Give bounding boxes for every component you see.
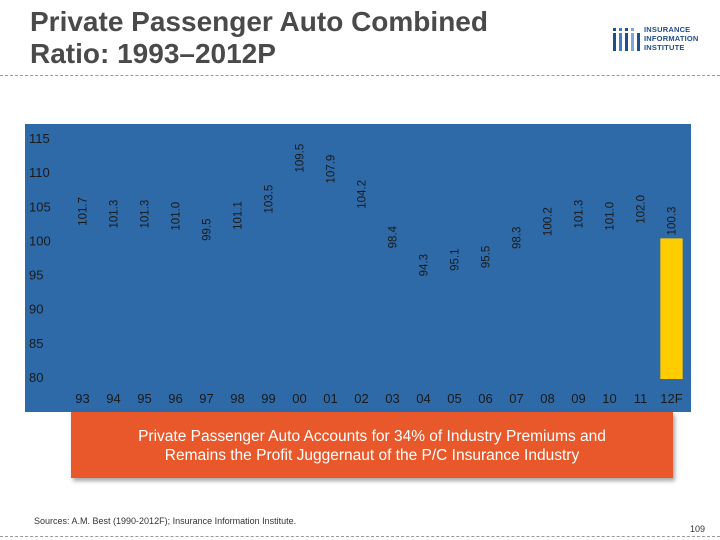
bar-value-label: 95.5 xyxy=(481,246,493,268)
bar-value-label: 101.1 xyxy=(233,201,245,230)
x-tick-label: 11 xyxy=(634,391,648,406)
bar-value-label: 103.5 xyxy=(264,185,276,214)
bar-value-label: 107.9 xyxy=(326,155,338,184)
bar-value-label: 100.2 xyxy=(543,207,555,236)
logo-wordmark: INSURANCE INFORMATION INSTITUTE xyxy=(644,25,699,52)
bar-value-label: 104.2 xyxy=(357,180,369,209)
bar-value-label: 98.3 xyxy=(512,227,524,249)
title-line-2: Ratio: 1993–2012P xyxy=(30,38,276,69)
y-tick-label: 85 xyxy=(29,336,43,351)
x-tick-label: 10 xyxy=(602,391,616,406)
x-tick-label: 12F xyxy=(660,391,682,406)
x-tick-label: 94 xyxy=(106,391,120,406)
header-divider xyxy=(0,75,720,76)
x-tick-label: 09 xyxy=(571,391,585,406)
logo-line-3: INSTITUTE xyxy=(644,43,685,52)
bar-value-label: 101.3 xyxy=(574,200,586,229)
iii-logo: INSURANCE INFORMATION INSTITUTE xyxy=(612,22,712,58)
bar-value-label: 95.1 xyxy=(450,248,462,270)
bar-value-label: 98.4 xyxy=(388,225,400,248)
bar-value-label: 101.7 xyxy=(78,197,90,226)
title-line-1: Private Passenger Auto Combined xyxy=(30,6,488,37)
plot-area xyxy=(25,124,691,412)
bar-value-label: 94.3 xyxy=(419,254,431,276)
x-tick-label: 00 xyxy=(292,391,306,406)
x-tick-label: 06 xyxy=(478,391,492,406)
bar-value-label: 100.3 xyxy=(667,207,679,236)
x-tick-label: 96 xyxy=(168,391,182,406)
bar-value-label: 101.3 xyxy=(109,200,121,229)
source-note: Sources: A.M. Best (1990-2012F); Insuran… xyxy=(34,516,297,526)
y-tick-label: 105 xyxy=(29,199,51,214)
callout-line-2: Remains the Profit Juggernaut of the P/C… xyxy=(164,447,580,464)
x-tick-label: 98 xyxy=(230,391,244,406)
x-tick-label: 93 xyxy=(75,391,89,406)
y-tick-label: 90 xyxy=(29,302,43,317)
y-tick-label: 100 xyxy=(29,233,51,248)
x-tick-label: 04 xyxy=(416,391,430,406)
logo-line-2: INFORMATION xyxy=(644,34,699,43)
logo-line-1: INSURANCE xyxy=(644,25,691,34)
x-tick-label: 05 xyxy=(447,391,461,406)
x-tick-label: 01 xyxy=(323,391,337,406)
x-tick-label: 07 xyxy=(509,391,523,406)
x-tick-label: 95 xyxy=(137,391,151,406)
bar-value-label: 101.0 xyxy=(171,202,183,231)
x-tick-label: 03 xyxy=(385,391,399,406)
y-tick-label: 95 xyxy=(29,268,43,283)
y-tick-label: 110 xyxy=(29,165,50,180)
combined-ratio-chart: 8085909510010511011593101.794101.395101.… xyxy=(25,124,691,412)
x-tick-label: 97 xyxy=(199,391,213,406)
y-tick-label: 80 xyxy=(29,370,43,385)
iii-logo-icon xyxy=(613,28,640,51)
footer-divider xyxy=(0,536,720,537)
x-tick-label: 02 xyxy=(354,391,368,406)
bar-value-label: 102.0 xyxy=(636,195,648,224)
callout-line-1: Private Passenger Auto Accounts for 34% … xyxy=(138,428,606,445)
bar-value-label: 99.5 xyxy=(202,218,214,240)
slide-title: Private Passenger Auto Combined Ratio: 1… xyxy=(30,6,488,70)
x-tick-label: 99 xyxy=(261,391,275,406)
page-number: 109 xyxy=(690,524,706,534)
bar-value-label: 101.0 xyxy=(605,202,617,231)
callout-box: Private Passenger Auto Accounts for 34% … xyxy=(71,412,673,478)
bar-value-label: 109.5 xyxy=(295,144,307,173)
x-tick-label: 08 xyxy=(540,391,554,406)
y-tick-label: 115 xyxy=(29,131,50,146)
bar xyxy=(660,238,683,379)
bar-value-label: 101.3 xyxy=(140,200,152,229)
